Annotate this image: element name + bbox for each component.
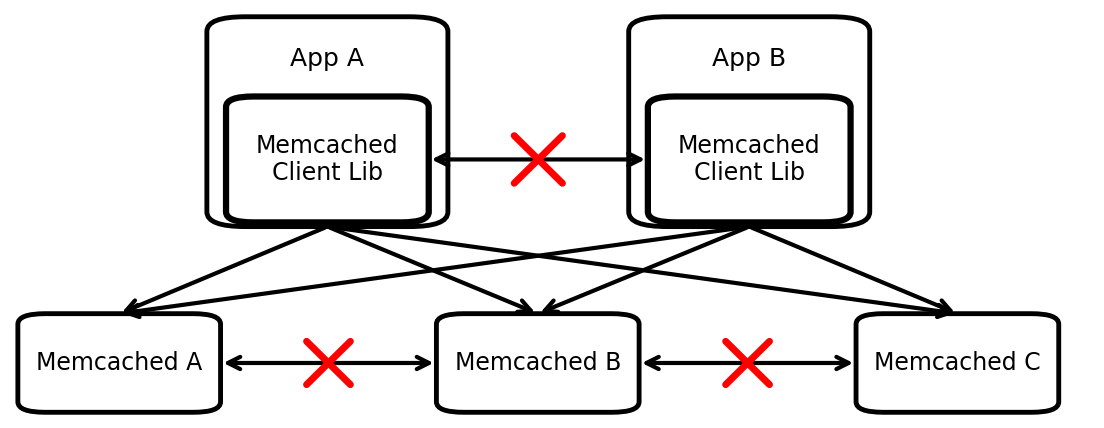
FancyBboxPatch shape: [436, 314, 639, 412]
FancyBboxPatch shape: [648, 96, 850, 223]
FancyBboxPatch shape: [18, 314, 221, 412]
Text: Memcached B: Memcached B: [455, 351, 620, 375]
FancyBboxPatch shape: [206, 17, 448, 226]
Text: Memcached
Client Lib: Memcached Client Lib: [678, 134, 820, 185]
Text: Memcached A: Memcached A: [36, 351, 202, 375]
FancyBboxPatch shape: [226, 96, 428, 223]
Text: Memcached
Client Lib: Memcached Client Lib: [256, 134, 399, 185]
Text: App B: App B: [712, 47, 786, 71]
FancyBboxPatch shape: [628, 17, 870, 226]
Text: Memcached C: Memcached C: [874, 351, 1041, 375]
FancyBboxPatch shape: [856, 314, 1059, 412]
Text: App A: App A: [290, 47, 364, 71]
